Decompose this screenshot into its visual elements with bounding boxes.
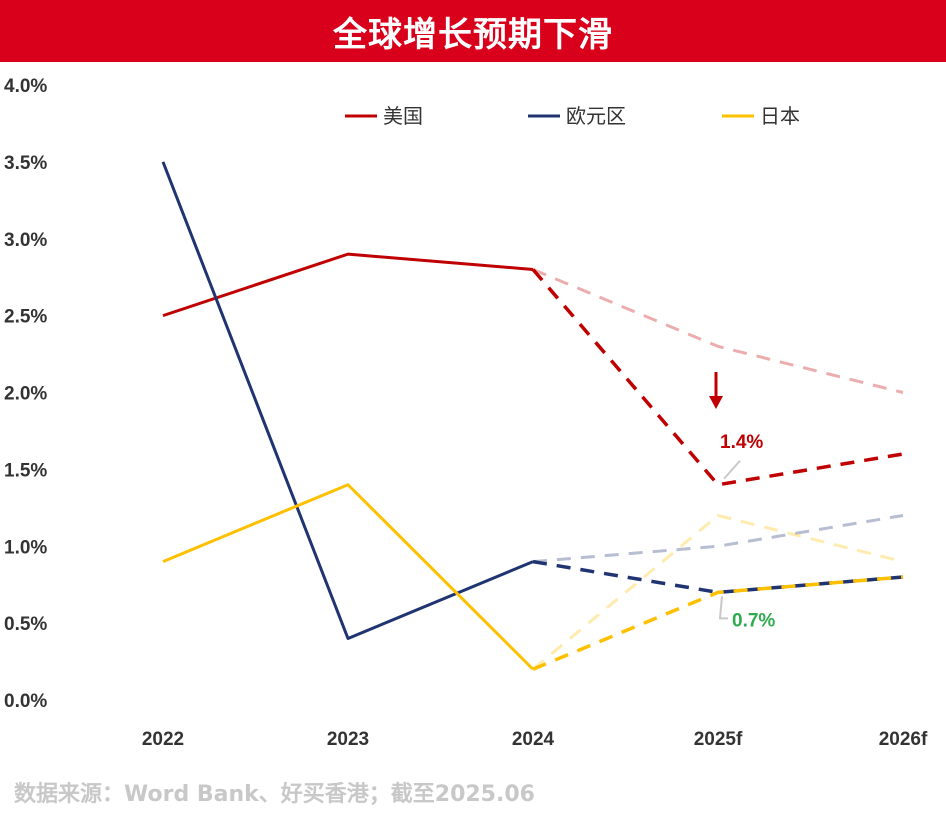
down-arrow-head-icon	[709, 396, 723, 409]
japan-actual-line	[162, 483, 535, 671]
eurozone-legend-label: 欧元区	[566, 104, 626, 128]
x-axis: 2022 2023 2024 2025f 2026f	[142, 729, 928, 750]
eurozone-2025f-value-label: 0.7%	[732, 610, 775, 631]
eurozone-previous-forecast-line	[532, 514, 904, 564]
line-chart: 0.0% 0.5% 1.0% 1.5% 2.0% 2.5% 3.0% 3.5% 4.0% 202…	[4, 76, 928, 750]
us-callout-leader	[723, 460, 741, 480]
us-current-forecast-line	[531, 268, 904, 487]
x-tick-label: 2022	[142, 729, 184, 750]
series-layer	[161, 161, 904, 671]
y-tick-label: 2.0%	[4, 384, 47, 405]
y-tick-label: 3.0%	[4, 230, 47, 251]
y-tick-label: 0.0%	[4, 691, 47, 712]
title-bar: 全球增长预期下滑	[0, 0, 946, 62]
source-note: 数据来源：Word Bank、好买香港；截至2025.06	[14, 782, 535, 807]
legend: 美国 欧元区 日本	[345, 104, 800, 128]
y-tick-label: 0.5%	[4, 614, 47, 635]
y-tick-label: 3.5%	[4, 153, 47, 174]
annotations: 1.4% 0.7%	[709, 372, 775, 631]
japan-legend-label: 日本	[760, 104, 800, 128]
y-tick-label: 4.0%	[4, 76, 47, 97]
x-tick-label: 2024	[512, 729, 555, 750]
y-tick-label: 2.5%	[4, 307, 47, 328]
eurozone-current-forecast-line	[532, 559, 904, 595]
x-tick-label: 2023	[327, 729, 369, 750]
us-2025f-value-label: 1.4%	[720, 432, 763, 453]
us-previous-forecast-line	[532, 268, 904, 394]
y-tick-label: 1.0%	[4, 537, 47, 558]
eurozone-callout-leader	[718, 596, 728, 620]
y-tick-label: 1.5%	[4, 460, 47, 481]
us-legend-label: 美国	[383, 104, 423, 128]
japan-previous-forecast-line	[532, 513, 904, 671]
x-tick-label: 2026f	[879, 729, 928, 750]
chart-title: 全球增长预期下滑	[333, 14, 613, 55]
us-actual-line	[162, 252, 534, 318]
japan-current-forecast-line	[532, 575, 904, 671]
x-tick-label: 2025f	[694, 729, 743, 750]
eurozone-actual-line	[161, 161, 534, 640]
y-axis: 0.0% 0.5% 1.0% 1.5% 2.0% 2.5% 3.0% 3.5% 4.0%	[4, 76, 47, 712]
